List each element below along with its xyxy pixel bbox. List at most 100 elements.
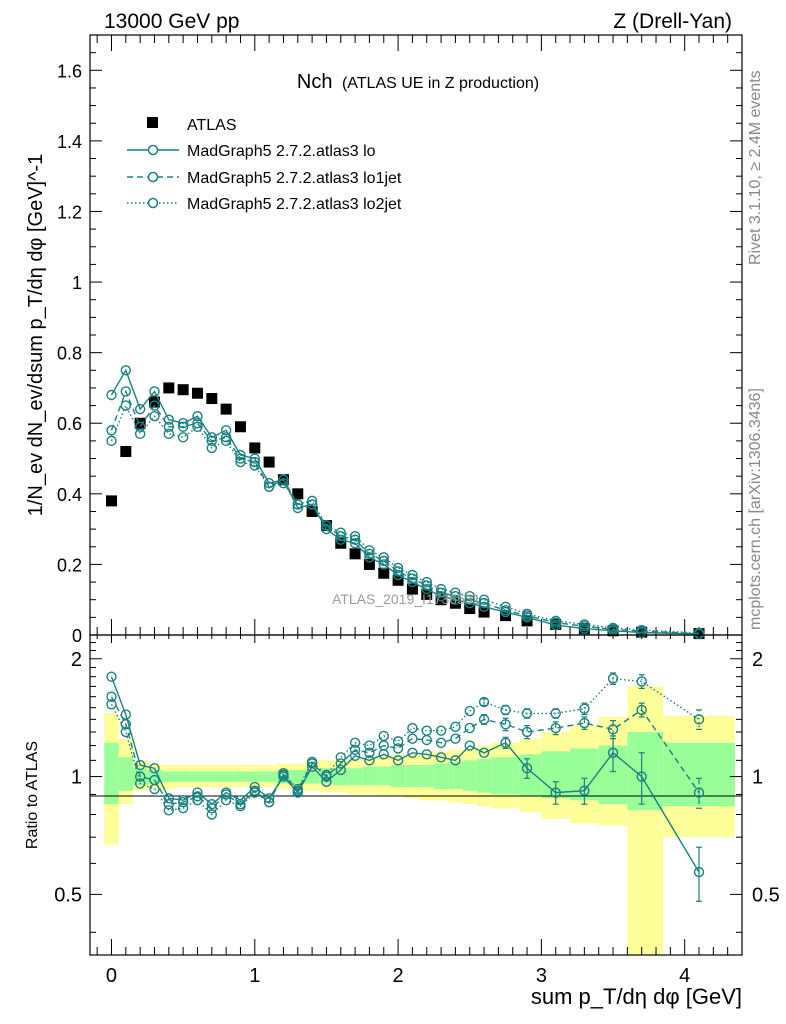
- data-point-atlas: [191, 387, 203, 399]
- ratio-band-inner: [147, 769, 162, 784]
- ratio-point-lo: [607, 747, 619, 759]
- ratio-point-lo2jet: [464, 705, 475, 717]
- data-point-lo1jet: [149, 400, 160, 411]
- ratio-point-lo: [192, 787, 203, 798]
- data-point-lo2jet: [378, 552, 389, 563]
- ratio-band-inner: [362, 766, 377, 786]
- data-point-lo: [134, 403, 146, 415]
- main-series: [105, 365, 705, 640]
- data-point-lo2jet: [450, 587, 461, 598]
- ratio-band-inner: [491, 757, 520, 795]
- ratio-point-lo2jet: [500, 704, 511, 716]
- legend-label-lo2jet: MadGraph5 2.7.2.atlas3 lo2jet: [187, 196, 402, 213]
- data-point-lo1jet: [378, 555, 389, 567]
- data-point-lo: [149, 386, 160, 397]
- ratio-y-label: Ratio to ATLAS: [24, 741, 41, 849]
- data-point-atlas: [478, 606, 490, 618]
- data-point-lo2jet: [364, 545, 375, 556]
- data-point-lo2jet: [235, 456, 246, 468]
- data-point-lo1jet: [464, 594, 475, 605]
- ratio-bands: [104, 686, 735, 955]
- legend-label-atlas: ATLAS: [187, 117, 237, 134]
- ratio-frame: [89, 634, 743, 956]
- data-point-lo1jet: [306, 499, 318, 510]
- ratio-band-inner: [233, 771, 248, 782]
- data-point-lo: [450, 594, 461, 605]
- ratio-band-inner: [433, 763, 449, 789]
- data-point-lo2jet: [192, 421, 203, 432]
- ratio-point-lo2jet: [278, 768, 289, 779]
- ratio-y-tick-label-right: 0.5: [752, 884, 780, 906]
- data-point-atlas: [500, 610, 512, 622]
- data-point-lo2jet: [392, 562, 404, 574]
- ratio-point-lo2jet: [263, 797, 275, 808]
- data-point-atlas: [349, 548, 361, 560]
- data-point-lo2jet: [306, 495, 318, 507]
- ratio-point-lo: [378, 749, 389, 760]
- data-point-lo2jet: [579, 619, 590, 630]
- data-point-lo2jet: [636, 624, 647, 636]
- ratio-point-lo2jet: [378, 730, 389, 742]
- data-point-lo1jet: [335, 530, 346, 542]
- data-point-lo2jet: [335, 527, 346, 538]
- ratio-point-lo1jet: [421, 734, 432, 746]
- ratio-point-lo: [550, 787, 561, 798]
- ratio-point-lo2jet: [407, 722, 418, 734]
- ratio-band-inner: [376, 766, 391, 786]
- ratio-x-axis: 0 1 2 3 4: [96, 635, 729, 987]
- ratio-y-tick-label: 2: [71, 649, 82, 671]
- data-point-lo1jet: [235, 453, 246, 464]
- ratio-point-lo1jet: [120, 719, 132, 730]
- data-point-atlas: [449, 597, 461, 609]
- data-point-atlas: [406, 583, 418, 595]
- data-point-atlas: [363, 558, 375, 570]
- data-point-atlas: [392, 574, 404, 586]
- ratio-x-tick-label: 4: [679, 965, 690, 987]
- main-y-tick-label: 0.4: [57, 485, 82, 505]
- data-point-lo2jet: [249, 460, 260, 471]
- data-point-lo1jet: [177, 421, 189, 432]
- data-point-atlas: [435, 594, 447, 606]
- data-point-lo2jet: [106, 435, 117, 447]
- data-point-lo1jet: [134, 421, 146, 432]
- ratio-point-lo: [134, 759, 146, 771]
- ratio-band-inner: [347, 768, 363, 786]
- data-point-lo1jet: [106, 425, 117, 436]
- ratio-x-tick-label: 2: [393, 965, 404, 987]
- ratio-point-lo1jet: [478, 714, 490, 725]
- ratio-point-lo2jet: [321, 769, 332, 781]
- data-point-lo2jet: [278, 478, 289, 489]
- ratio-point-lo1jet: [134, 771, 146, 782]
- legend: ATLAS MadGraph5 2.7.2.atlas3 lo MadGraph…: [127, 117, 402, 213]
- ratio-band-inner: [405, 765, 420, 788]
- ratio-point-lo: [349, 750, 361, 761]
- ratio-point-lo2jet: [550, 708, 561, 719]
- ratio-point-lo: [421, 749, 432, 760]
- data-point-atlas: [421, 588, 433, 600]
- ratio-point-lo1jet: [106, 691, 117, 702]
- ratio-point-lo2jet: [149, 783, 160, 795]
- ratio-x-tick-label: 1: [249, 965, 260, 987]
- data-point-lo2jet: [321, 520, 332, 531]
- data-point-lo1jet: [500, 605, 511, 616]
- data-point-lo1jet: [220, 432, 232, 443]
- data-point-lo2jet: [421, 576, 432, 588]
- ratio-point-lo: [636, 771, 647, 782]
- header-right: Z (Drell-Yan): [613, 10, 732, 33]
- ratio-point-lo: [478, 747, 490, 759]
- ratio-point-lo: [163, 793, 175, 804]
- data-point-atlas: [120, 445, 132, 457]
- ratio-point-lo2jet: [478, 696, 490, 708]
- ratio-point-lo: [693, 866, 705, 878]
- ratio-point-lo1jet: [607, 724, 619, 735]
- ratio-point-lo: [407, 747, 418, 759]
- data-point-atlas: [134, 417, 146, 429]
- data-point-atlas: [249, 442, 261, 454]
- ratio-point-lo2jet: [249, 787, 260, 798]
- ratio-line-lo: [110, 676, 700, 873]
- data-point-atlas: [220, 403, 232, 415]
- ratio-point-lo1jet: [349, 744, 361, 756]
- data-point-atlas: [206, 393, 218, 405]
- data-point-lo1jet: [364, 548, 375, 560]
